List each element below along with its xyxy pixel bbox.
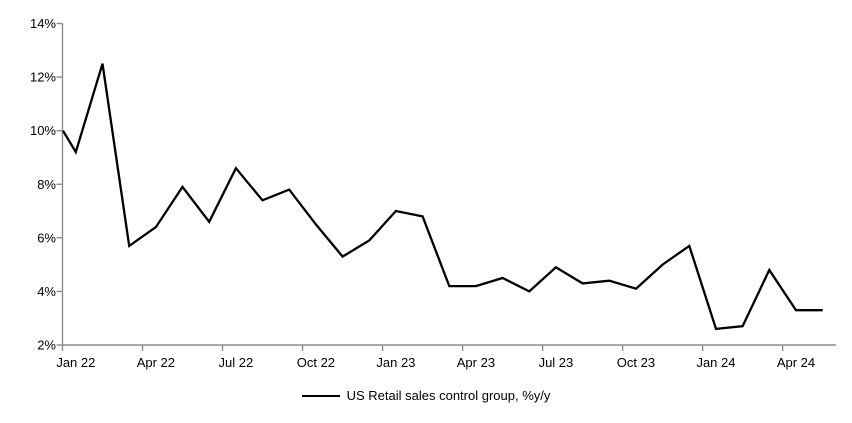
x-axis-tick-label: Jul 23 [539,355,574,370]
y-axis-tick-label: 10% [30,123,56,138]
legend-label: US Retail sales control group, %y/y [346,388,551,403]
x-axis-tick-label: Jan 22 [56,355,95,370]
x-axis-tick-label: Apr 24 [777,355,815,370]
y-axis-tick-label: 8% [37,177,56,192]
y-axis-tick-label: 6% [37,230,56,245]
x-axis-tick-label: Oct 22 [297,355,335,370]
y-axis-tick-label: 4% [37,284,56,299]
x-axis-tick-label: Jul 22 [219,355,254,370]
data-line-us-retail-control-group [62,63,823,331]
y-axis-tick-label: 12% [30,70,56,85]
y-axis-tick-label: 14% [30,16,56,31]
x-axis-tick-label: Apr 22 [137,355,175,370]
legend-line-swatch [301,394,340,397]
legend: US Retail sales control group, %y/y [0,388,852,403]
x-axis-tick-label: Apr 23 [457,355,495,370]
y-axis-tick-label: 2% [37,338,56,353]
x-axis-tick-label: Jan 24 [696,355,735,370]
x-axis-tick-label: Jan 23 [376,355,415,370]
x-axis-tick-label: Oct 23 [617,355,655,370]
